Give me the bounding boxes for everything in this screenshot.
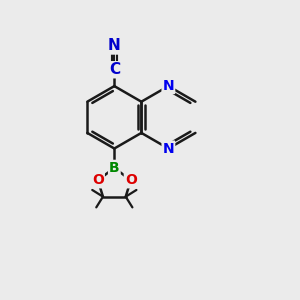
Text: N: N — [163, 79, 174, 93]
Text: N: N — [108, 38, 121, 53]
Text: C: C — [109, 62, 120, 77]
Text: O: O — [125, 173, 137, 187]
Text: N: N — [163, 142, 174, 155]
Text: O: O — [92, 173, 104, 187]
Text: B: B — [109, 161, 120, 175]
